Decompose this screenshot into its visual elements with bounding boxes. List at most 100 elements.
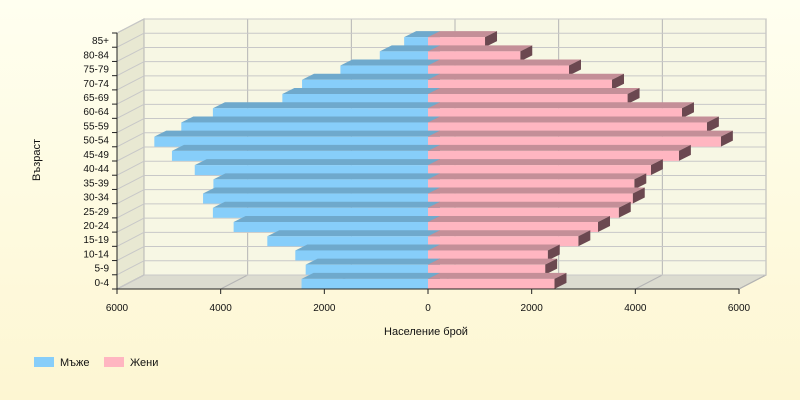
bar-female-80-84-side [520, 45, 533, 62]
grid-line-side [116, 189, 145, 205]
bar-male-70-74-front [302, 79, 428, 90]
bar-female-30-34-top [428, 187, 645, 194]
bar-female-10-14-front [428, 250, 548, 261]
bar-female-50-54-side [720, 130, 733, 147]
bar-male-10-14-top [295, 244, 440, 251]
bar-female-10-14-top [428, 244, 560, 251]
bar-female-20-24-side [598, 216, 611, 232]
x-tick-label: 2000 [521, 303, 544, 314]
grid-line-side [116, 103, 145, 119]
bar-female-10-14 [428, 244, 560, 261]
bar-female-15-19-side [578, 230, 591, 247]
grid-line-side [116, 75, 145, 91]
bar-female-70-74-top [428, 73, 625, 80]
legend-label-male: Мъже [60, 357, 90, 369]
bar-male-85+-front [404, 37, 428, 48]
grid-line-side [116, 47, 145, 62]
bar-male-20-24-front [233, 222, 428, 232]
bar-male-30-34-top [203, 187, 440, 194]
grid-line-side [116, 18, 145, 34]
grid-line-side [116, 132, 145, 148]
bar-female-55-59 [428, 116, 719, 133]
y-axis-label: Възраст [31, 139, 43, 181]
bar-female-0-4-side [554, 272, 567, 289]
y-tick-label: 80-84 [83, 50, 109, 61]
grid-line-side [116, 203, 145, 219]
bar-female-20-24-top [428, 216, 611, 222]
bar-female-25-29-top [428, 201, 631, 208]
bar-female-85+ [428, 31, 498, 48]
bar-female-35-39-front [428, 179, 635, 190]
bar-female-0-4-top [428, 272, 567, 279]
bar-male-50-54 [154, 130, 440, 147]
grid-line-side [116, 175, 145, 190]
x-tick-label: 4000 [624, 303, 647, 314]
bar-male-0-4-front [301, 278, 428, 289]
bar-female-15-19-front [428, 236, 579, 247]
legend: Мъже Жени [34, 357, 158, 369]
bar-male-15-19 [267, 230, 440, 247]
bar-male-15-19-front [267, 236, 428, 247]
grid-line-side [116, 274, 145, 290]
grid-line-side [116, 89, 145, 105]
y-tick-label: 50-54 [83, 136, 109, 147]
bar-male-80-84-front [379, 51, 428, 62]
bar-female-60-64 [428, 102, 694, 119]
grid-line-side [116, 260, 145, 276]
bar-female-70-74-side [612, 73, 625, 90]
bar-female-45-49 [428, 144, 691, 161]
bar-female-55-59-top [428, 116, 719, 123]
bar-male-60-64 [212, 102, 440, 119]
grid-line-side [116, 246, 145, 261]
bar-male-20-24-top [233, 216, 440, 222]
bar-male-60-64-top [212, 102, 440, 109]
bar-female-35-39-top [428, 173, 647, 180]
bar-female-15-19 [428, 230, 591, 247]
bar-male-85+-top [404, 31, 440, 38]
bar-female-65-69-side [627, 88, 640, 104]
grid-line-side [116, 61, 145, 77]
bar-female-40-44-front [428, 165, 651, 176]
y-tick-label: 30-34 [83, 193, 109, 204]
bar-female-50-54 [428, 130, 733, 147]
bar-male-75-79-front [340, 65, 428, 76]
grid-line-side [116, 231, 145, 247]
bar-male-5-9-top [305, 258, 440, 265]
bar-female-40-44 [428, 159, 663, 176]
grid-line-side [116, 217, 145, 233]
bar-male-30-34-front [203, 193, 428, 204]
legend-swatch-female [104, 357, 124, 367]
bar-female-25-29-side [618, 201, 631, 218]
bar-female-80-84-top [428, 45, 533, 52]
bar-male-40-44-top [194, 159, 440, 166]
bar-female-30-34-side [632, 187, 645, 204]
x-tick-label: 2000 [313, 303, 336, 314]
bar-female-55-59-side [706, 116, 719, 133]
bar-male-35-39-front [213, 179, 428, 190]
y-tick-label: 70-74 [83, 79, 109, 90]
bar-male-30-34 [203, 187, 440, 204]
bar-female-25-29 [428, 201, 631, 218]
bar-male-25-29-front [212, 207, 428, 218]
x-tick-label: 0 [425, 303, 431, 314]
bar-female-75-79-front [428, 65, 569, 76]
bar-female-5-9 [428, 258, 558, 275]
bar-male-40-44 [194, 159, 440, 176]
bar-male-15-19-top [267, 230, 440, 237]
x-tick-label: 6000 [106, 303, 129, 314]
axes-group: 0-4 5-9 10-14 15-19 20-24 25-29 30-34 35-39 40-4… [83, 32, 751, 314]
bar-female-5-9-side [545, 258, 558, 275]
bar-female-10-14-side [547, 244, 560, 261]
bar-male-50-54-top [154, 130, 440, 137]
grid-line-side [116, 32, 145, 48]
x-axis-label: Население брой [384, 326, 468, 338]
y-tick-label: 25-29 [83, 207, 109, 218]
bar-female-45-49-top [428, 144, 691, 151]
bar-male-55-59-front [181, 122, 428, 133]
bar-female-40-44-top [428, 159, 663, 166]
bar-female-70-74 [428, 73, 625, 90]
bar-male-45-49 [171, 144, 440, 161]
bar-male-10-14 [295, 244, 440, 261]
grid-line-side [116, 118, 145, 133]
